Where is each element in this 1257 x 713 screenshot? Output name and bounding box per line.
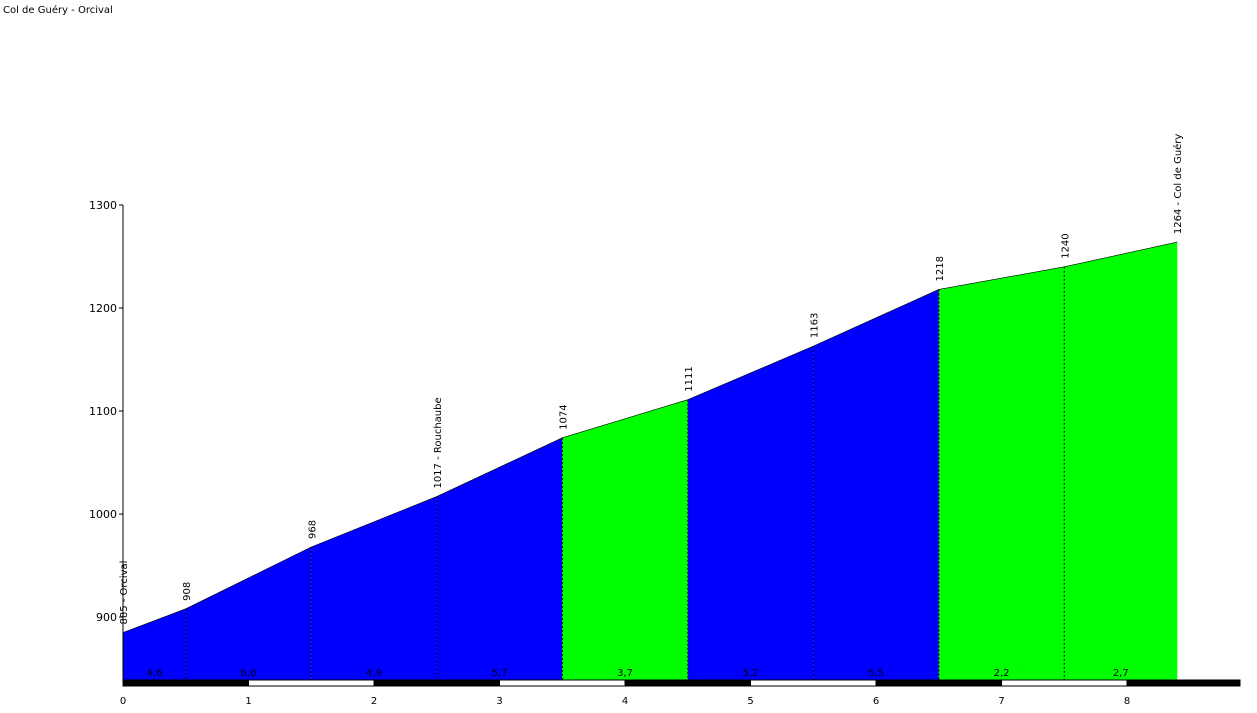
x-tick-label: 5 bbox=[747, 696, 753, 707]
gradient-segment bbox=[813, 289, 939, 683]
y-tick-label: 1000 bbox=[89, 508, 117, 521]
point-label: 1264 - Col de Guéry bbox=[1172, 134, 1184, 235]
gradient-segment bbox=[938, 266, 1065, 683]
gradient-segment bbox=[436, 437, 563, 683]
segment-label: 3,7 bbox=[617, 668, 633, 679]
x-tick-label: 3 bbox=[496, 696, 502, 707]
gradient-segment bbox=[311, 496, 437, 683]
point-label: 1163 bbox=[809, 313, 820, 338]
segment-label: 2,2 bbox=[994, 668, 1010, 679]
point-label: 968 bbox=[307, 520, 318, 539]
segment-label: 5,5 bbox=[868, 668, 884, 679]
x-axis-band bbox=[875, 679, 1003, 687]
x-tick-label: 0 bbox=[120, 696, 126, 707]
x-axis-band bbox=[373, 679, 501, 687]
x-tick-label: 4 bbox=[622, 696, 628, 707]
point-label: 1074 bbox=[558, 404, 569, 429]
x-tick-label: 6 bbox=[873, 696, 879, 707]
y-tick-label: 1100 bbox=[89, 405, 117, 418]
point-label: 885 - Orcival bbox=[119, 561, 130, 625]
point-label: 1111 bbox=[684, 366, 695, 391]
x-axis-band bbox=[750, 679, 877, 687]
point-label: 1218 bbox=[935, 256, 946, 281]
gradient-segment bbox=[687, 346, 814, 683]
y-tick-label: 1200 bbox=[89, 302, 117, 315]
x-tick-label: 8 bbox=[1124, 696, 1130, 707]
segment-label: 4,9 bbox=[366, 668, 382, 679]
segment-label: 2,7 bbox=[1113, 668, 1129, 679]
segment-label: 4,6 bbox=[146, 668, 162, 679]
profile-line bbox=[122, 241, 1178, 633]
segment-label: 6,0 bbox=[241, 668, 257, 679]
segment-label: 5,7 bbox=[492, 668, 508, 679]
chart-title: Col de Guéry - Orcival bbox=[3, 4, 113, 16]
x-axis-band bbox=[499, 679, 626, 687]
point-label: 1017 - Rouchaube bbox=[433, 397, 444, 488]
x-axis-band bbox=[1001, 679, 1128, 687]
x-tick-label: 2 bbox=[371, 696, 377, 707]
point-label: 908 bbox=[182, 582, 193, 601]
x-axis-band bbox=[122, 679, 250, 687]
gradient-segment bbox=[185, 547, 312, 683]
segment-label: 5,2 bbox=[743, 668, 759, 679]
gradient-segment bbox=[123, 608, 186, 683]
gradient-segment bbox=[562, 399, 688, 683]
x-axis-band bbox=[248, 679, 375, 687]
point-label: 1240 bbox=[1060, 233, 1071, 258]
x-axis-band bbox=[1126, 679, 1241, 687]
x-tick-label: 7 bbox=[998, 696, 1004, 707]
gradient-segment bbox=[1064, 242, 1178, 683]
x-tick-label: 1 bbox=[245, 696, 251, 707]
y-tick-label: 1300 bbox=[89, 199, 117, 212]
x-axis-band bbox=[624, 679, 752, 687]
y-tick-label: 900 bbox=[96, 611, 117, 624]
